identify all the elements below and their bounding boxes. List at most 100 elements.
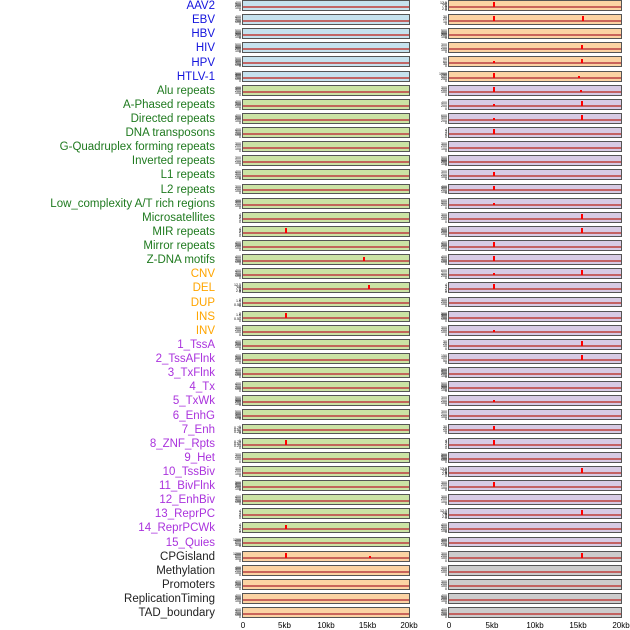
y-tick-label: 12.5 bbox=[440, 509, 447, 514]
y-tick-label: 4 bbox=[445, 283, 447, 288]
y-axis: 0 100 200 300 400 bbox=[218, 254, 242, 266]
y-tick-label: 0 bbox=[239, 431, 241, 436]
row-label-inv: INV bbox=[195, 324, 215, 337]
y-tick-label: 200 bbox=[235, 400, 241, 405]
y-tick-label: 300 bbox=[235, 270, 241, 275]
y-tick-label: 100 bbox=[235, 189, 241, 194]
track-left-panel-dup: 0 0.50 1 1.5 2 bbox=[218, 296, 418, 308]
plot-area bbox=[448, 352, 622, 364]
y-axis: 0 100 200 300 bbox=[420, 141, 448, 153]
y-tick-label: 300 bbox=[441, 159, 447, 164]
row-label-mir-repeats: MIR repeats bbox=[152, 225, 215, 238]
x-tick-label: 5kb bbox=[485, 621, 499, 630]
row-label-l1-repeats: L1 repeats bbox=[160, 169, 215, 182]
y-tick-label: 100 bbox=[441, 330, 447, 335]
track-right-panel-10-tssbiv: 0 2.5 5 7.5 10 12.5 bbox=[420, 465, 630, 477]
data-spike bbox=[492, 72, 495, 78]
baseline bbox=[243, 48, 409, 51]
y-tick-label: 0 bbox=[445, 276, 447, 281]
y-tick-label: 0 bbox=[239, 544, 241, 549]
data-spike bbox=[581, 467, 584, 473]
plot-area bbox=[448, 127, 622, 138]
track-left-panel-ebv: 0 100 200 300 400 bbox=[218, 14, 418, 26]
y-tick-label: 300 bbox=[235, 581, 241, 586]
y-tick-label: 200 bbox=[235, 357, 241, 362]
y-tick-label: 0 bbox=[445, 346, 447, 351]
y-tick-label: 0 bbox=[445, 191, 447, 196]
y-tick-label: 100 bbox=[441, 387, 447, 392]
track-left-panel-4-tx: 0 100 200 300 400 bbox=[218, 381, 418, 393]
y-tick-label: 200 bbox=[441, 299, 447, 304]
y-tick-label: 300 bbox=[441, 410, 447, 415]
y-tick-label: 300 bbox=[441, 32, 447, 36]
y-tick-label: 0 bbox=[239, 417, 241, 422]
y-tick-label: 1 bbox=[239, 528, 241, 533]
plot-area bbox=[448, 536, 622, 548]
y-axis: 0 100 200 300 400 bbox=[420, 607, 448, 619]
y-tick-label: 200 bbox=[441, 497, 447, 502]
y-tick-label: 400 bbox=[441, 101, 447, 106]
y-tick-label: 400 bbox=[441, 523, 447, 528]
y-tick-label: 0 bbox=[445, 219, 447, 224]
y-tick-label: 0 bbox=[239, 332, 241, 337]
y-tick-label: 100 bbox=[235, 63, 241, 67]
y-tick-label: 100 bbox=[235, 599, 241, 604]
y-tick-label: 0 bbox=[239, 459, 241, 464]
y-tick-label: 0 bbox=[239, 516, 241, 521]
baseline bbox=[449, 231, 621, 234]
y-tick-label: 0 bbox=[239, 403, 241, 408]
baseline bbox=[449, 514, 621, 517]
baseline bbox=[243, 344, 409, 347]
track-right-panel-aav2: 0 2.5 5 7.5 10 12.5 bbox=[420, 0, 630, 12]
baseline bbox=[449, 528, 621, 531]
y-tick-label: 400 bbox=[441, 30, 447, 35]
y-tick-label: 0 bbox=[445, 247, 447, 252]
y-tick-label: 100 bbox=[441, 400, 447, 405]
row-label-dna-transposons: DNA transposons bbox=[125, 127, 216, 140]
y-tick-label: 400 bbox=[235, 170, 241, 175]
y-tick-label: 0 bbox=[445, 163, 447, 168]
row-label-5-txwk: 5_TxWk bbox=[172, 395, 215, 408]
y-tick-label: 0 bbox=[445, 530, 447, 535]
track-left-panel-hbv: 0 100 200 300 400 500 bbox=[218, 28, 418, 40]
y-tick-label: 400 bbox=[235, 85, 241, 90]
y-tick-label: 900 bbox=[235, 553, 241, 558]
y-tick-label: 200 bbox=[235, 117, 241, 122]
y-tick-label: 0 bbox=[239, 233, 241, 238]
y-tick-label: 1 bbox=[239, 424, 241, 429]
y-tick-label: 300 bbox=[235, 172, 241, 177]
baseline bbox=[449, 556, 621, 559]
y-tick-label: 300 bbox=[235, 115, 241, 120]
plot-area bbox=[242, 324, 410, 336]
y-tick-label: 3 bbox=[239, 511, 241, 515]
y-tick-label: 200 bbox=[441, 215, 447, 220]
y-tick-label: 0 bbox=[445, 403, 447, 408]
y-tick-label: 300 bbox=[235, 595, 241, 600]
y-tick-label: 7.5 bbox=[442, 3, 447, 8]
y-tick-label: 0 bbox=[445, 64, 447, 69]
plot-area bbox=[242, 169, 410, 181]
plot-area bbox=[448, 338, 622, 350]
y-tick-label: 100 bbox=[235, 20, 241, 25]
baseline bbox=[449, 104, 621, 107]
y-tick-label: 100 bbox=[235, 500, 241, 505]
y-axis: 0 2.5 5 7.5 10 12.5 bbox=[420, 0, 448, 11]
plot-area bbox=[448, 84, 622, 96]
y-tick-label: 200 bbox=[441, 372, 447, 377]
y-tick-label: 200 bbox=[235, 4, 241, 9]
data-spike bbox=[492, 185, 495, 191]
row-label-1-tssa: 1_TssA bbox=[177, 338, 215, 351]
plot-area bbox=[242, 268, 410, 280]
y-tick-label: 200 bbox=[235, 569, 241, 574]
track-right-panel-mirror-repeats: 0 100 200 300 400 bbox=[420, 240, 630, 252]
baseline bbox=[243, 570, 409, 573]
plot-area bbox=[242, 282, 410, 294]
y-axis: 0 100 200 300 400 bbox=[420, 593, 448, 604]
y-axis: 0 100 200 300 400 bbox=[420, 537, 448, 548]
track-right-panel-mir-repeats: 0 100 200 300 400 bbox=[420, 225, 630, 237]
y-tick-label: 100 bbox=[441, 246, 447, 251]
row-label-15-quies: 15_Quies bbox=[165, 536, 215, 549]
plot-area bbox=[242, 409, 410, 421]
